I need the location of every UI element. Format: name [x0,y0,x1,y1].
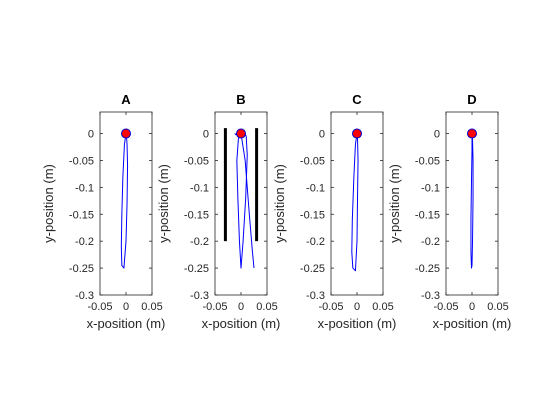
trajectory-line [240,133,255,269]
panel-title: D [467,92,476,107]
endpoint-marker [467,128,477,139]
y-axis-label: y-position (m) [272,164,287,243]
x-tick-label: 0 [238,301,244,313]
y-tick-label: 0 [88,129,94,141]
x-tick-label: -0.05 [87,301,112,313]
y-tick-label: -0.1 [75,182,94,194]
y-tick-label: -0.05 [300,155,325,167]
y-axis-label: y-position (m) [387,164,402,243]
panel-title: A [121,92,131,107]
trajectory-line [120,133,129,269]
y-tick-label: -0.25 [415,263,440,275]
x-tick-label: 0 [354,301,360,313]
trajectory-line [470,133,474,269]
panel-b: 0-0.05-0.1-0.15-0.2-0.25-0.3-0.05 0 0.05Bx… [156,92,280,331]
y-tick-label: -0.15 [184,209,209,221]
y-axis-label: y-position (m) [41,164,56,243]
x-axis-label: x-position (m) [202,316,281,331]
axes-box [99,111,153,296]
y-tick-label: -0.1 [190,182,209,194]
y-tick-label: -0.2 [75,236,94,248]
x-tick-label: 0.05 [487,301,508,313]
endpoint-marker [121,128,131,139]
y-tick-label: -0.15 [69,209,94,221]
panel-a: 0-0.05-0.1-0.15-0.2-0.25-0.3-0.05 0 0.05Ax… [41,92,165,331]
y-tick-label: -0.3 [190,290,209,302]
y-tick-label: -0.2 [190,236,209,248]
y-tick-label: -0.3 [421,290,440,302]
y-tick-label: 0 [434,129,440,141]
y-tick-label: -0.3 [306,290,325,302]
y-tick-label: -0.05 [184,155,209,167]
trajectory-line [351,133,359,272]
x-axis-label: x-position (m) [433,316,512,331]
y-tick-label: -0.05 [415,155,440,167]
y-axis-label: y-position (m) [156,164,171,243]
y-tick-label: 0 [203,129,209,141]
y-tick-label: -0.1 [306,182,325,194]
x-tick-label: -0.05 [433,301,458,313]
y-tick-label: -0.3 [75,290,94,302]
panel-c: 0-0.05-0.1-0.15-0.2-0.25-0.3-0.05 0 0.05Cx… [272,92,396,331]
y-tick-label: -0.2 [421,236,440,248]
y-tick-label: -0.25 [300,263,325,275]
x-axis-label: x-position (m) [318,316,397,331]
x-tick-label: 0.05 [372,301,393,313]
y-tick-label: -0.25 [69,263,94,275]
x-tick-label: 0.05 [141,301,162,313]
panel-title: C [352,92,362,107]
y-tick-label: -0.05 [69,155,94,167]
x-tick-label: -0.05 [318,301,343,313]
x-tick-label: 0 [469,301,475,313]
y-tick-label: -0.1 [421,182,440,194]
x-tick-label: 0.05 [256,301,277,313]
x-tick-label: 0 [123,301,129,313]
panel-d: 0-0.05-0.1-0.15-0.2-0.25-0.3-0.05 0 0.05Dx… [387,92,511,331]
endpoint-marker [236,128,246,139]
x-axis-label: x-position (m) [87,316,166,331]
endpoint-marker [352,128,362,139]
panel-title: B [236,92,245,107]
y-tick-label: -0.15 [300,209,325,221]
y-tick-label: -0.15 [415,209,440,221]
y-tick-label: -0.25 [184,263,209,275]
y-tick-label: 0 [319,129,325,141]
y-tick-label: -0.2 [306,236,325,248]
x-tick-label: -0.05 [202,301,227,313]
